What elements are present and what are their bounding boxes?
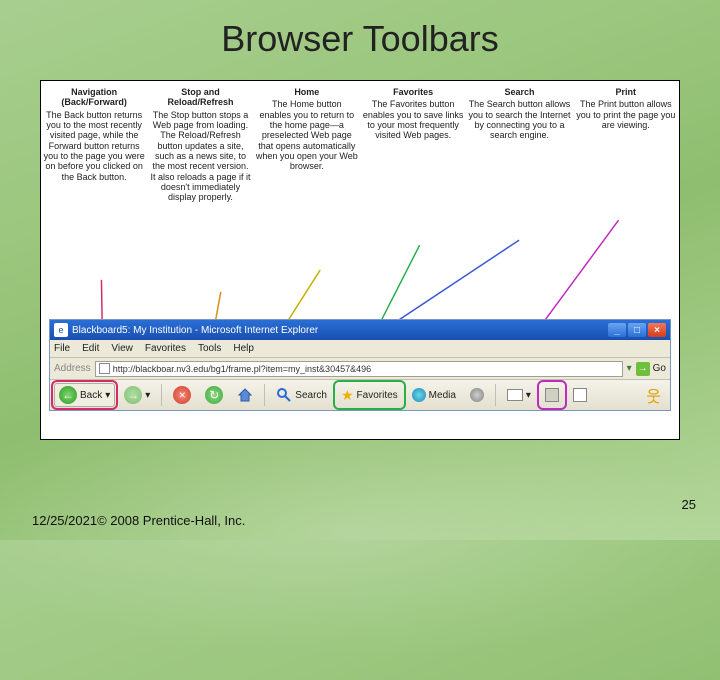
back-dropdown-icon[interactable]: ▾ [105, 390, 110, 401]
window-title: Blackboard5: My Institution - Microsoft … [72, 325, 608, 336]
forward-dropdown-icon[interactable]: ▾ [145, 390, 150, 401]
search-label: Search [295, 390, 327, 401]
search-icon [276, 387, 292, 403]
search-button[interactable]: Search [271, 383, 332, 407]
stop-icon: × [173, 386, 191, 404]
url-input[interactable]: http://blackboar.nv3.edu/bg1/frame.pl?it… [95, 361, 623, 377]
mail-icon [507, 389, 523, 401]
mail-dropdown-icon[interactable]: ▾ [526, 390, 531, 401]
back-button[interactable]: ← Back ▾ [54, 383, 115, 407]
browser-window: e Blackboard5: My Institution - Microsof… [49, 319, 671, 411]
desc-heading: Favorites [362, 87, 464, 97]
titlebar: e Blackboard5: My Institution - Microsof… [50, 320, 670, 340]
star-icon: ★ [341, 387, 354, 404]
desc-stop-reload: Stop and Reload/Refresh The Stop button … [147, 87, 253, 203]
forward-icon: → [124, 386, 142, 404]
messenger-button[interactable]: 웃 [641, 383, 666, 407]
descriptions-row: Navigation (Back/Forward) The Back butto… [41, 87, 679, 203]
desc-heading: Search [468, 87, 570, 97]
slide-title: Browser Toolbars [0, 18, 720, 60]
toolbar: ← Back ▾ → ▾ × ↻ Search [50, 380, 670, 410]
dropdown-icon[interactable]: ▾ [627, 363, 632, 374]
separator [495, 384, 496, 406]
go-arrow-icon: → [636, 362, 650, 376]
mail-button[interactable]: ▾ [502, 383, 536, 407]
back-icon: ← [59, 386, 77, 404]
desc-body: The Print button allows you to print the… [575, 99, 677, 130]
home-button[interactable] [232, 383, 258, 407]
desc-favorites: Favorites The Favorites button enables y… [360, 87, 466, 203]
menu-favorites[interactable]: Favorites [145, 343, 186, 354]
desc-print: Print The Print button allows you to pri… [573, 87, 679, 203]
go-label: Go [653, 363, 666, 374]
desc-body: The Favorites button enables you to save… [362, 99, 464, 140]
menu-view[interactable]: View [111, 343, 133, 354]
address-label: Address [54, 363, 91, 374]
edit-icon [573, 388, 587, 402]
desc-body: The Back button returns you to the most … [43, 110, 145, 182]
media-button[interactable]: Media [407, 383, 461, 407]
desc-search: Search The Search button allows you to s… [466, 87, 572, 203]
desc-heading: Home [256, 87, 358, 97]
minimize-button[interactable]: _ [608, 323, 626, 337]
refresh-icon: ↻ [205, 386, 223, 404]
slide-footer: 12/25/2021© 2008 Prentice-Hall, Inc. [32, 513, 245, 528]
menu-file[interactable]: File [54, 343, 70, 354]
desc-body: The Search button allows you to search t… [468, 99, 570, 140]
menu-tools[interactable]: Tools [198, 343, 221, 354]
desc-home: Home The Home button enables you to retu… [254, 87, 360, 203]
close-button[interactable]: × [648, 323, 666, 337]
edit-button[interactable] [568, 383, 592, 407]
menu-edit[interactable]: Edit [82, 343, 99, 354]
menubar: File Edit View Favorites Tools Help [50, 340, 670, 358]
ie-icon: e [54, 323, 68, 337]
maximize-button[interactable]: □ [628, 323, 646, 337]
stop-button[interactable]: × [168, 383, 196, 407]
favorites-button[interactable]: ★ Favorites [336, 383, 403, 407]
home-icon [237, 387, 253, 403]
forward-button[interactable]: → ▾ [119, 383, 155, 407]
history-button[interactable] [465, 383, 489, 407]
print-icon [545, 388, 559, 402]
refresh-button[interactable]: ↻ [200, 383, 228, 407]
messenger-icon: 웃 [646, 383, 661, 407]
media-label: Media [429, 390, 456, 401]
history-icon [470, 388, 484, 402]
go-button[interactable]: → Go [636, 362, 666, 376]
desc-heading: Print [575, 87, 677, 97]
separator [161, 384, 162, 406]
media-icon [412, 388, 426, 402]
page-number: 25 [682, 497, 696, 512]
url-text: http://blackboar.nv3.edu/bg1/frame.pl?it… [113, 364, 371, 374]
page-icon [99, 363, 110, 374]
separator [264, 384, 265, 406]
desc-heading: Stop and Reload/Refresh [149, 87, 251, 108]
desc-heading: Navigation (Back/Forward) [43, 87, 145, 108]
print-button[interactable] [540, 383, 564, 407]
desc-body: The Stop button stops a Web page from lo… [149, 110, 251, 203]
favorites-label: Favorites [357, 390, 398, 401]
back-label: Back [80, 390, 102, 401]
address-bar: Address http://blackboar.nv3.edu/bg1/fra… [50, 358, 670, 380]
menu-help[interactable]: Help [233, 343, 254, 354]
desc-navigation: Navigation (Back/Forward) The Back butto… [41, 87, 147, 203]
diagram-panel: Navigation (Back/Forward) The Back butto… [40, 80, 680, 440]
desc-body: The Home button enables you to return to… [256, 99, 358, 171]
